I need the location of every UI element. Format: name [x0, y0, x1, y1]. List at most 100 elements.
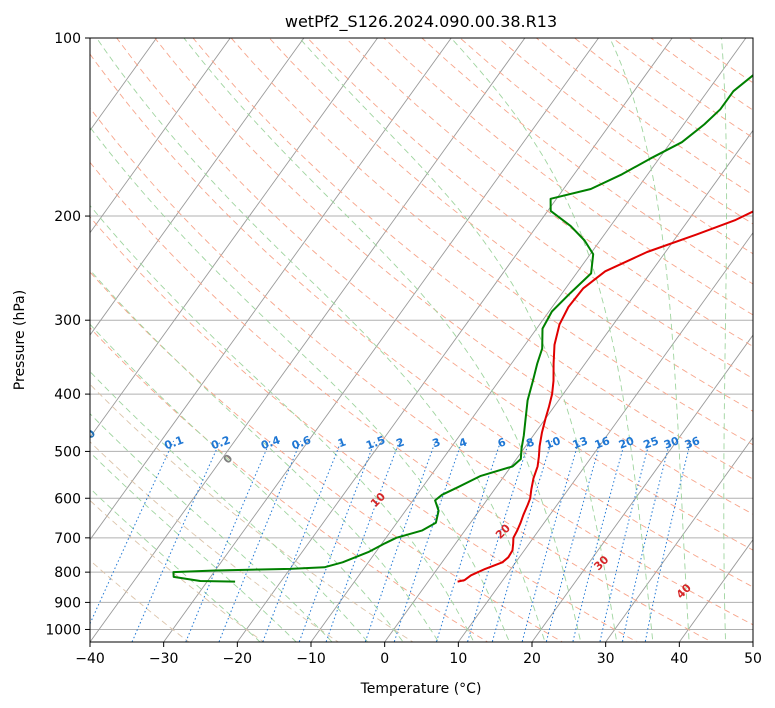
mixing-ratio-label: 16	[593, 434, 612, 452]
moist-adiabat-line	[298, 38, 618, 642]
y-tick-label: 300	[54, 313, 81, 329]
mixing-ratio-line	[545, 440, 602, 642]
mixing-ratio-line	[185, 440, 271, 642]
x-tick-label: 20	[523, 651, 541, 667]
dry-adiabat-line	[230, 38, 753, 446]
dry-adiabat-line	[90, 53, 753, 588]
dry-adiabat-lines	[90, 38, 753, 642]
moist-adiabat-lines	[90, 38, 728, 642]
mixing-ratio-label: 36	[683, 434, 702, 452]
y-tick-label: 600	[54, 491, 81, 507]
sounding-series	[172, 73, 753, 583]
mixing-ratio-line	[572, 440, 626, 642]
dry-adiabat-line	[90, 383, 414, 642]
moist-adiabat-line	[721, 38, 728, 642]
dry-adiabat-line	[90, 327, 489, 642]
dry-adiabat-label: -10	[75, 427, 98, 450]
dry-adiabat-line	[90, 271, 564, 642]
mixing-ratio-label: 6	[496, 435, 508, 450]
x-tick-label: −10	[296, 651, 326, 667]
isotherm-line	[163, 38, 599, 642]
mixing-ratio-label: 1	[336, 436, 348, 451]
dry-adiabat-line	[345, 38, 753, 347]
dry-adiabat-line	[90, 441, 340, 642]
isotherm-line	[457, 231, 753, 642]
dry-adiabat-line	[154, 38, 753, 515]
moist-adiabat-line	[90, 370, 369, 642]
mixing-ratio-label: 4	[457, 435, 469, 450]
mixing-ratio-label: 13	[571, 434, 590, 451]
y-tick-label: 100	[54, 31, 81, 47]
y-tick-label: 200	[54, 209, 81, 225]
dry-adiabat-line	[192, 38, 753, 480]
isotherm-line	[90, 38, 526, 642]
moist-adiabat-line	[90, 269, 440, 642]
moist-adiabat-line	[609, 38, 690, 642]
mixing-ratio-line	[393, 440, 463, 642]
x-tick-label: 50	[744, 651, 762, 667]
mixing-ratio-line	[218, 440, 302, 642]
mixing-ratio-label: 8	[524, 436, 536, 451]
mixing-ratio-line	[364, 440, 437, 642]
mixing-ratio-label: 2	[395, 436, 407, 451]
moist-adiabat-line	[450, 38, 654, 642]
moist-adiabat-line	[90, 126, 510, 642]
dry-adiabat-line	[90, 161, 713, 642]
isotherm-line	[531, 334, 753, 642]
mixing-ratio-label: 20	[617, 434, 636, 452]
y-axis-label: Pressure (hPa)	[12, 290, 28, 390]
y-axis-ticks: 100 200 300 400 500 600 700 800 900 1000	[45, 31, 90, 638]
plot-area: -100-90-80-70-60-50-40-30-20-100.10.20.4…	[75, 38, 753, 642]
mixing-ratio-line	[599, 440, 651, 642]
y-tick-label: 900	[54, 595, 81, 611]
mixing-ratio-line	[262, 440, 342, 642]
dry-adiabat-line	[90, 107, 753, 626]
chart-title: wetPf2_S126.2024.090.00.38.R13	[285, 12, 557, 32]
moist-adiabat-line	[90, 451, 297, 642]
mixing-ratio-label: 1.5	[364, 433, 387, 452]
mixing-ratio-label: 25	[642, 434, 661, 451]
y-tick-label: 700	[54, 531, 81, 547]
x-tick-label: −30	[149, 651, 179, 667]
mixing-ratio-label: 0.4	[259, 433, 282, 452]
x-tick-label: 30	[597, 651, 615, 667]
mixing-ratio-line	[325, 440, 400, 642]
mixing-ratio-line	[644, 440, 692, 642]
y-tick-label: 500	[54, 444, 81, 460]
isotherm-line	[236, 38, 673, 642]
dewpoint-profile-line	[172, 73, 753, 583]
x-tick-label: −20	[223, 651, 253, 667]
isotherm-lines	[90, 38, 753, 642]
dry-adiabat-line	[90, 216, 638, 642]
y-tick-label: 1000	[45, 622, 81, 638]
temperature-profile-line	[457, 210, 753, 583]
x-tick-label: −40	[75, 651, 105, 667]
isobar-gridlines	[90, 38, 753, 630]
mixing-ratio-label: 30	[662, 434, 681, 452]
dry-adiabat-line	[383, 38, 753, 316]
y-tick-label: 400	[54, 387, 81, 403]
isotherm-line	[90, 38, 305, 336]
plot-frame	[89, 37, 754, 643]
x-axis-label: Temperature (°C)	[360, 681, 482, 697]
x-axis-ticks: −40 −30 −20 −10 0 10 20 30 40 50	[75, 642, 762, 667]
dry-adiabat-line	[90, 499, 265, 642]
y-tick-label: 800	[54, 565, 81, 581]
x-tick-label: 10	[449, 651, 467, 667]
mixing-ratio-label: 0.6	[290, 433, 313, 452]
moist-adiabat-line	[90, 487, 261, 642]
isotherm-line	[90, 38, 378, 439]
isotherm-line	[90, 38, 452, 541]
moist-adiabat-line	[96, 38, 546, 642]
isotherm-line	[90, 38, 231, 234]
mixing-ratio-label: 0.1	[163, 433, 186, 452]
mixing-ratio-label: 10	[543, 434, 562, 452]
mixing-ratio-label: 0.2	[209, 433, 232, 452]
moist-adiabat-line	[183, 38, 582, 642]
mixing-ratio-label: 3	[431, 436, 443, 451]
x-tick-label: 40	[670, 651, 688, 667]
moist-adiabat-line	[90, 323, 404, 642]
isotherm-line	[605, 436, 753, 642]
